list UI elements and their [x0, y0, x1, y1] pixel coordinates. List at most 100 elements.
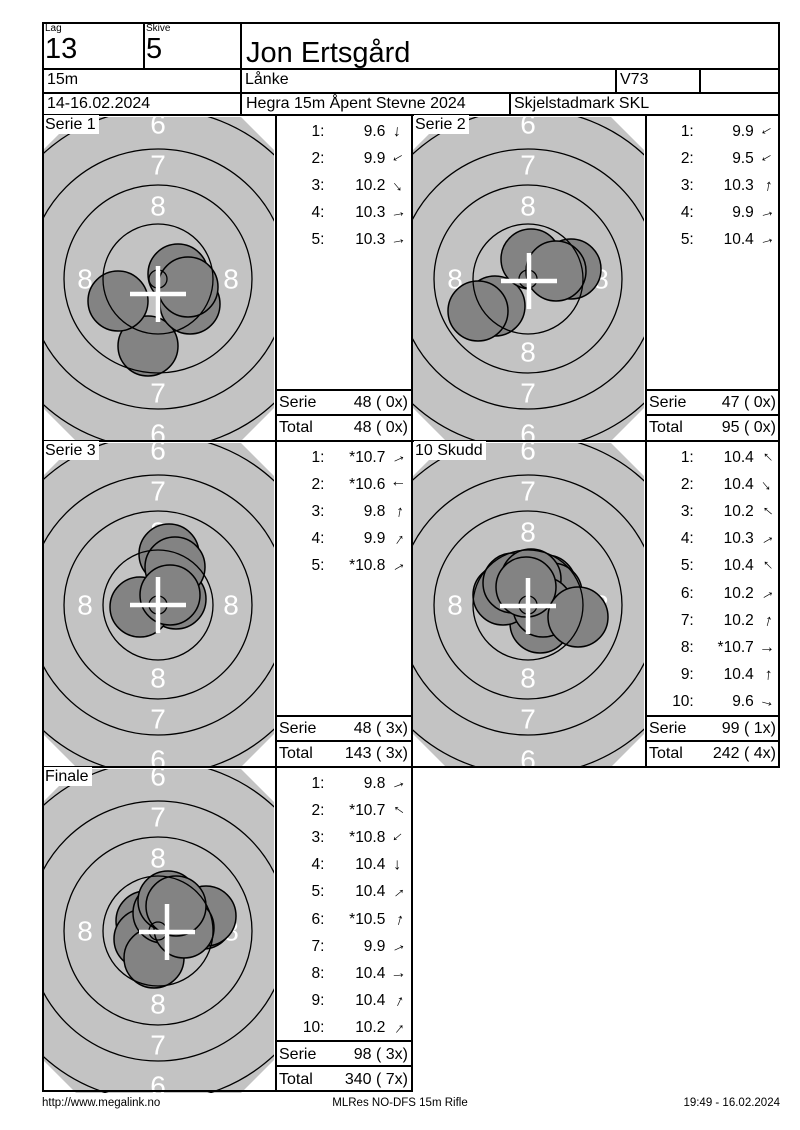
lag-value: 13: [45, 33, 78, 65]
shot-row: 4: 10.3 →: [645, 526, 780, 553]
shot-value: 9.5: [732, 149, 754, 167]
shot-number: 4:: [311, 204, 325, 222]
serie-sum-value: 47 ( 0x): [721, 393, 776, 411]
direction-arrow-icon: →: [757, 666, 776, 684]
ring-number: 6: [150, 1071, 166, 1094]
direction-arrow-icon: →: [387, 826, 411, 850]
shot-hole: [157, 256, 219, 318]
shot-row: 7: 10.2 →: [645, 607, 780, 634]
shot-number: 10:: [672, 693, 694, 711]
grid-line: [275, 1040, 412, 1042]
score-list: 1: 9.9 → 2: 9.5 → 3: 10.3 → 4: 9.9 → 5: 10.4 → Serie 47 …: [645, 115, 780, 441]
grid-line: [645, 389, 780, 391]
direction-arrow-icon: →: [756, 610, 777, 631]
total-sum-row: Total 95 ( 0x): [645, 415, 780, 441]
mpi-cross: [139, 904, 195, 960]
shot-number: 8:: [311, 964, 325, 982]
target-rings: [413, 443, 644, 767]
shot-row: 1: 10.4 →: [645, 444, 780, 471]
shot-row: 4: 10.3 →: [275, 200, 412, 227]
shot-row: 9: 10.4 →: [275, 988, 412, 1015]
shot-number: 9:: [680, 666, 694, 684]
shot-row: 5: 10.4 →: [645, 227, 780, 254]
direction-arrow-icon: →: [386, 527, 410, 551]
ring-number: 6: [520, 745, 536, 768]
footer-timestamp: 19:49 - 16.02.2024: [683, 1097, 780, 1109]
total-sum-value: 143 ( 3x): [344, 745, 408, 762]
shot-number: 3:: [311, 828, 325, 846]
direction-arrow-icon: →: [386, 799, 410, 823]
serie-sum-value: 48 ( 0x): [353, 393, 408, 411]
direction-arrow-icon: →: [387, 935, 410, 958]
shot-row: 1: 9.9 →: [645, 118, 780, 145]
direction-arrow-icon: →: [755, 120, 779, 144]
total-sum-row: Total 242 ( 4x): [645, 741, 780, 767]
total-sum-label: Total: [649, 419, 683, 436]
ring-number: 6: [150, 745, 166, 768]
shot-number: 1:: [311, 448, 325, 466]
total-sum-label: Total: [649, 745, 683, 762]
direction-arrow-icon: →: [755, 472, 779, 496]
shot-value: *10.8: [349, 828, 386, 846]
shot-number: 6:: [680, 584, 694, 602]
ring-number: 8: [520, 517, 536, 548]
shot-value: *10.6: [349, 475, 386, 493]
direction-arrow-icon: →: [754, 500, 779, 524]
ring-number: 8: [150, 191, 166, 222]
total-sum-value: 340 ( 7x): [344, 1071, 408, 1088]
shot-value: 9.8: [363, 502, 386, 520]
ring-number: 6: [150, 768, 166, 792]
ring-number: 8: [447, 590, 463, 621]
shot-number: 3:: [311, 502, 325, 520]
shot-number: 5:: [311, 231, 325, 249]
target-cell: Finale67888876: [42, 767, 275, 1093]
shot-number: 7:: [311, 937, 325, 955]
direction-arrow-icon: →: [387, 909, 409, 930]
serie-sum-row: Serie 99 ( 1x): [645, 716, 780, 741]
grid-line: [275, 1065, 412, 1067]
direction-arrow-icon: →: [757, 691, 777, 713]
shot-value: *10.5: [349, 910, 386, 928]
ring-number: 7: [150, 704, 166, 735]
direction-arrow-icon: →: [756, 229, 777, 251]
range-cell: 15m: [47, 71, 79, 88]
target-cell: 10 Skudd67888876: [412, 441, 645, 767]
serie-sum-label: Serie: [279, 719, 317, 737]
target-cell: Serie 367888876: [42, 441, 275, 767]
shot-hole: [145, 875, 207, 937]
lag-cell: Lag 13: [42, 22, 143, 68]
direction-arrow-icon: →: [389, 964, 408, 983]
shot-number: 2:: [311, 801, 325, 819]
panel-title: 10 Skudd: [414, 441, 486, 460]
shot-value: 9.9: [363, 530, 386, 548]
ring-number: 6: [150, 442, 166, 466]
shot-hole: [117, 315, 179, 377]
score-list: 1: 10.4 → 2: 10.4 → 3: 10.2 → 4: 10.3 → 5: 10.4 → 6: 10.…: [645, 441, 780, 767]
shot-row: 2: 10.4 →: [645, 471, 780, 498]
shot-value: 10.3: [355, 231, 386, 249]
direction-arrow-icon: →: [387, 554, 410, 578]
shot-value: 9.6: [732, 693, 754, 711]
ring-number: 8: [447, 264, 463, 295]
total-sum-value: 48 ( 0x): [353, 419, 408, 436]
serie-sum-row: Serie 48 ( 3x): [275, 716, 412, 741]
shot-hole: [547, 586, 609, 648]
ring-number: 7: [150, 476, 166, 507]
class-cell: V73: [620, 71, 649, 88]
shot-value: 9.9: [732, 204, 754, 222]
target-cell: Serie 167888876: [42, 115, 275, 441]
ring-number: 7: [150, 378, 166, 409]
shot-number: 4:: [311, 856, 325, 874]
total-sum-row: Total 340 ( 7x): [275, 1067, 412, 1093]
total-sum-label: Total: [279, 1071, 313, 1088]
grid-line: [42, 92, 780, 94]
grid-line: [411, 114, 413, 1092]
direction-arrow-icon: →: [390, 476, 407, 494]
shot-value: 10.4: [355, 856, 386, 874]
shot-number: 4:: [680, 530, 694, 548]
shot-row: 3: 9.8 →: [275, 498, 412, 525]
total-sum-label: Total: [279, 419, 313, 436]
